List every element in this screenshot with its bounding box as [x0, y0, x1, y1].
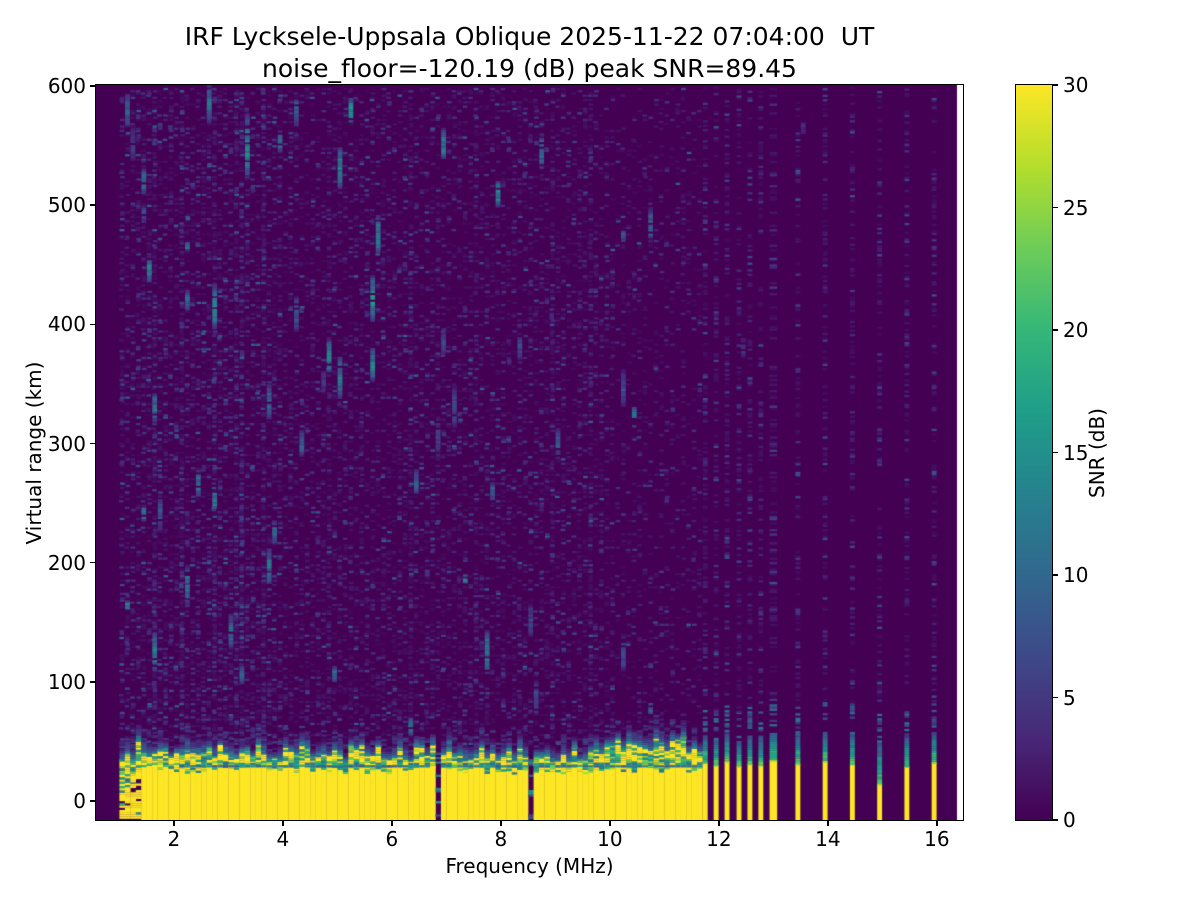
- x-tick-label: 10: [597, 827, 623, 851]
- colorbar-tick-label: 15: [1063, 440, 1089, 465]
- colorbar-tick-mark: [1052, 696, 1058, 699]
- colorbar-tick-label: 10: [1063, 563, 1089, 587]
- x-tick-label: 6: [385, 827, 399, 851]
- y-tick-label: 0: [73, 788, 86, 813]
- y-tick-mark: [90, 681, 96, 683]
- colorbar-tick-mark: [1052, 206, 1058, 209]
- x-tick-label: 2: [167, 827, 181, 851]
- x-tick-mark: [718, 820, 720, 826]
- colorbar-tick-label: 5: [1063, 685, 1076, 710]
- y-tick-mark: [90, 561, 96, 564]
- colorbar-tick-mark: [1052, 329, 1058, 331]
- colorbar-tick-label: 20: [1063, 318, 1089, 342]
- x-tick-label: 4: [276, 827, 290, 851]
- x-tick-label: 14: [815, 827, 841, 851]
- y-tick-label: 500: [47, 193, 86, 218]
- y-tick-mark: [90, 442, 96, 445]
- x-tick-mark: [173, 820, 175, 826]
- colorbar-tick-mark: [1052, 84, 1058, 86]
- colorbar-tick-label: 25: [1063, 195, 1089, 220]
- x-axis-label: Frequency (MHz): [445, 854, 614, 878]
- x-tick-mark: [827, 820, 829, 826]
- x-tick-mark: [391, 820, 393, 826]
- colorbar-tick-label: 0: [1063, 808, 1076, 832]
- x-tick-label: 8: [494, 827, 508, 851]
- colorbar-tick-label: 30: [1063, 73, 1089, 97]
- x-tick-label: 12: [706, 827, 732, 851]
- x-tick-mark: [500, 820, 502, 826]
- y-tick-mark: [90, 323, 96, 326]
- colorbar-tick-mark: [1052, 819, 1058, 821]
- y-tick-mark: [90, 800, 96, 802]
- colorbar-tick-mark: [1052, 451, 1058, 454]
- x-tick-mark: [936, 820, 938, 826]
- y-tick-label: 200: [47, 550, 86, 575]
- x-tick-mark: [609, 820, 611, 826]
- chart-title: IRF Lycksele-Uppsala Oblique 2025-11-22 …: [184, 22, 875, 51]
- y-tick-mark: [90, 204, 96, 206]
- y-tick-label: 100: [47, 669, 86, 694]
- y-tick-mark: [90, 85, 96, 87]
- chart-subtitle: noise_floor=-120.19 (dB) peak SNR=89.45: [262, 54, 797, 83]
- ionogram-heatmap-canvas: [96, 85, 963, 820]
- y-tick-label: 600: [47, 74, 86, 98]
- colorbar-canvas: [1016, 85, 1052, 820]
- colorbar-tick-mark: [1052, 574, 1058, 576]
- y-tick-label: 300: [47, 431, 86, 456]
- x-tick-label: 16: [924, 827, 950, 851]
- x-tick-mark: [282, 820, 284, 826]
- y-tick-label: 400: [47, 312, 86, 337]
